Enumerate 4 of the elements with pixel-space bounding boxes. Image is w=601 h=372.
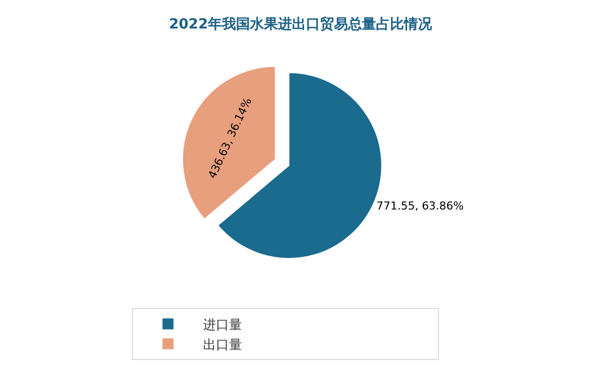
legend-label: 进口量 <box>203 318 242 333</box>
chart-title: 2022年我国水果进出口贸易总量占比情况 <box>169 15 433 32</box>
data-label: 771.55, 63.86% <box>376 199 464 212</box>
legend-label: 出口量 <box>203 338 242 353</box>
